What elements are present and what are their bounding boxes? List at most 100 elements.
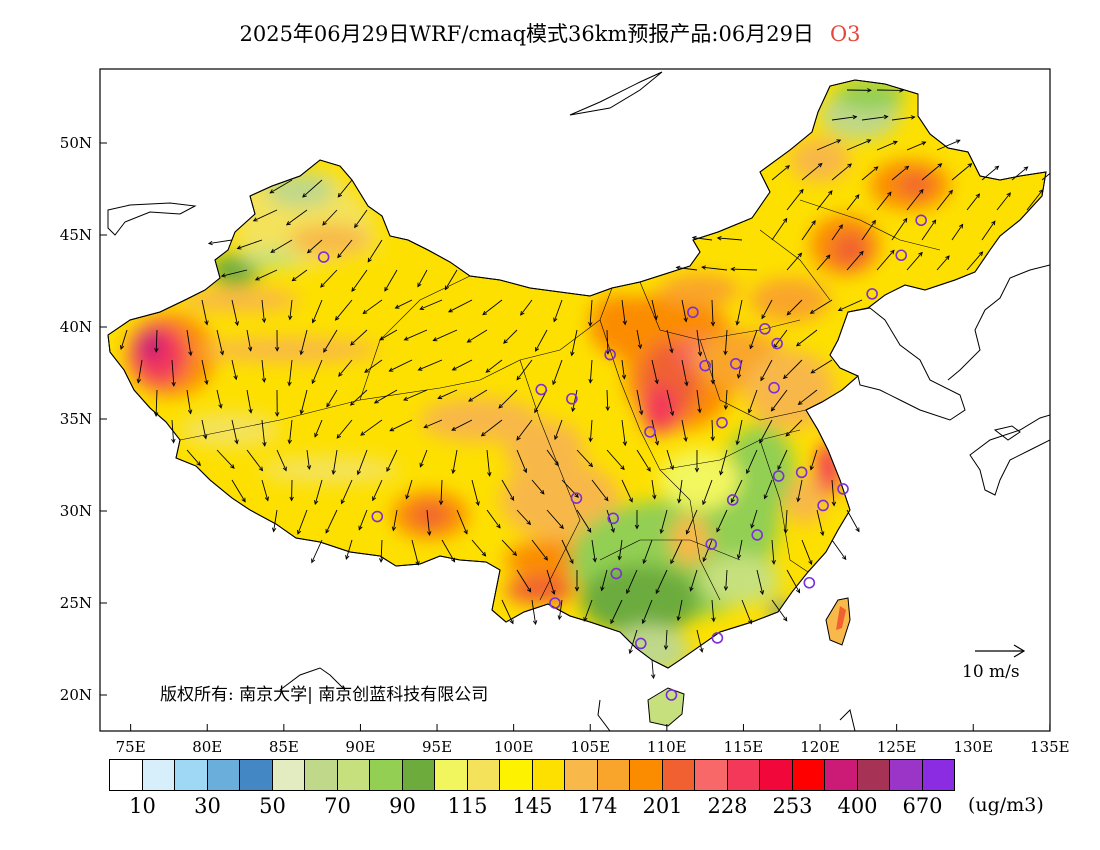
wind-arrow [921, 163, 943, 181]
wind-arrow [771, 599, 788, 622]
title-main: 2025年06月29日WRF/cmaq模式36km预报产品:06月29日 [239, 22, 814, 46]
wind-arrow [423, 419, 443, 429]
wind-arrow [503, 329, 518, 344]
wind-arrow [676, 599, 683, 622]
wind-arrow [516, 359, 533, 381]
station-marker [772, 470, 785, 482]
wind-arrow [591, 479, 609, 502]
wind-arrow [723, 569, 729, 592]
colorbar-cell [856, 759, 890, 791]
lon-label: 90E [345, 738, 375, 756]
wind-arrow [816, 254, 831, 271]
wind-arrow [354, 209, 368, 229]
station-marker [604, 348, 616, 361]
wind-arrow [846, 250, 864, 271]
wind-arrow [261, 359, 267, 383]
chart-title: 2025年06月29日WRF/cmaq模式36km预报产品:06月29日 O3 [0, 18, 1100, 48]
wind-arrow [451, 359, 473, 371]
wind-arrow [786, 569, 801, 594]
wind-arrow [936, 255, 950, 271]
wind-arrow [136, 359, 143, 384]
wind-arrow [591, 539, 597, 563]
wind-arrow [810, 359, 833, 374]
wind-arrow [696, 389, 702, 414]
wind-arrow [246, 449, 264, 472]
wind-arrow [746, 449, 758, 475]
colorbar-label: 10 [129, 794, 156, 818]
wind-arrow [336, 419, 353, 439]
wind-arrow [936, 189, 953, 211]
wind-arrow [831, 479, 837, 507]
wind-arrow [254, 269, 278, 281]
wind-arrow [759, 419, 773, 444]
wind-arrow [271, 509, 278, 533]
wind-arrow [741, 599, 753, 625]
colorbar-cell [141, 759, 175, 791]
wind-arrow [561, 479, 579, 498]
wind-arrow [270, 239, 293, 253]
wind-arrow [636, 449, 651, 472]
wind-arrow [655, 569, 668, 595]
wind-arrow [325, 509, 338, 534]
lon-label: 110E [647, 738, 687, 756]
wind-arrow [861, 114, 889, 121]
wind-arrow [274, 389, 280, 417]
wind-arrow [710, 299, 716, 327]
station-marker [866, 288, 878, 300]
wind-arrow [696, 629, 704, 653]
wind-arrow [438, 479, 444, 506]
wind-arrow [276, 449, 287, 472]
wind-vectors [119, 88, 1050, 680]
wind-arrow [468, 389, 488, 402]
wind-arrow [891, 165, 910, 181]
wind-arrow [1026, 189, 1044, 211]
station-marker [803, 576, 816, 589]
wind-arrow [419, 449, 428, 468]
colorbar-cell [206, 759, 240, 791]
lat-label: 25N [60, 594, 92, 612]
wind-arrow [681, 419, 688, 443]
wind-arrow [831, 224, 843, 241]
colorbar-cell [661, 759, 695, 791]
wind-arrow [171, 359, 176, 387]
colorbar-cell [401, 759, 435, 791]
wind-arrow [666, 329, 674, 354]
lat-label: 35N [60, 410, 92, 428]
wind-arrow [641, 599, 653, 625]
wind-arrow [797, 389, 818, 406]
wind-arrow [605, 389, 610, 412]
wind-arrow [302, 179, 323, 198]
wind-arrow [471, 479, 480, 507]
colorbar-label: 145 [512, 794, 553, 818]
wind-arrow [186, 329, 193, 357]
wind-arrow [876, 249, 895, 271]
colorbar-cell [629, 759, 663, 791]
wind-arrow [809, 449, 818, 471]
colorbar-label: 253 [772, 794, 813, 818]
lon-label: 135E [1030, 738, 1070, 756]
wind-arrow [331, 449, 338, 475]
wind-arrow [186, 389, 193, 415]
wind-arrow [981, 165, 1000, 181]
colorbar-label: 670 [902, 794, 943, 818]
wind-arrow [403, 389, 428, 401]
wind-arrow [201, 359, 209, 386]
station-marker [817, 499, 829, 512]
wind-arrow [642, 539, 653, 565]
wind-arrow [996, 192, 1011, 211]
lat-label: 50N [60, 134, 92, 152]
station-marker [795, 466, 808, 479]
wind-arrow [405, 479, 413, 500]
wind-arrow [411, 539, 420, 566]
wind-arrow [696, 329, 703, 357]
wind-arrow [384, 269, 398, 292]
wind-arrow [372, 479, 383, 502]
colorbar-cell [921, 759, 955, 791]
wind-arrow [486, 509, 501, 529]
wind-arrow [480, 419, 503, 437]
wind-arrow [710, 359, 716, 385]
wind-arrow [760, 359, 773, 382]
station-marker [716, 416, 728, 429]
lon-label: 130E [953, 738, 993, 756]
